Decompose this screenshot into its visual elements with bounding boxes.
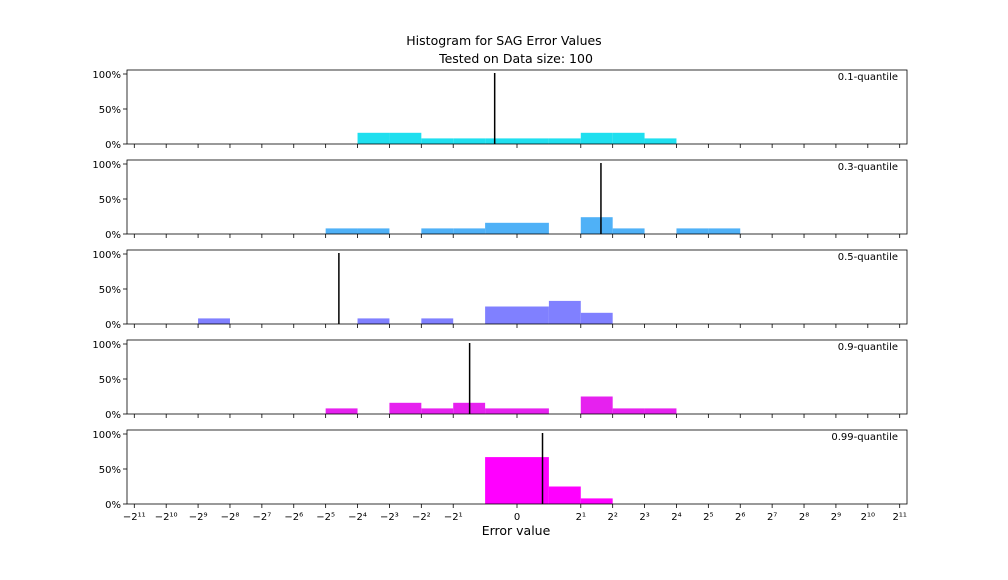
panel-2: 0% 50% 100% 0.3-quantile (92, 159, 908, 241)
histogram-bar (198, 318, 230, 324)
histogram-bar (612, 408, 645, 414)
y-tick-label: 0% (105, 500, 121, 511)
y-tick-label: 0% (105, 140, 121, 151)
histogram-bar (389, 402, 422, 414)
histogram-bar (325, 408, 358, 414)
histogram-bar (389, 132, 422, 144)
y-tick-label: 100% (92, 250, 121, 261)
chart-subtitle: Tested on Data size: 100 (438, 51, 593, 66)
histogram-bar (357, 132, 390, 144)
panel-3: 0% 50% 100% 0.5-quantile (92, 249, 908, 331)
histogram-bar (453, 138, 486, 144)
histogram-bar (485, 222, 517, 234)
y-tick-label: 50% (99, 285, 121, 296)
panel-1: 0% 50% 100% 0.1-quantile (92, 69, 908, 151)
histogram-bar (421, 138, 454, 144)
histogram-bar (612, 132, 645, 144)
histogram-bar (644, 408, 677, 414)
x-tick-label: 2⁷ (767, 512, 777, 523)
y-tick-label: 100% (92, 70, 121, 81)
x-tick-label: −2⁹ (189, 512, 208, 523)
panel-frame (126, 339, 908, 415)
histogram-bar (421, 318, 454, 324)
histogram-bar (325, 228, 358, 234)
y-tick-label: 0% (105, 410, 121, 421)
y-tick-label: 50% (99, 465, 121, 476)
x-tick-label: 2⁴ (671, 512, 681, 523)
x-tick-label: −2³ (380, 512, 399, 523)
histogram-bar (485, 306, 517, 324)
panel-5: 0% 50% 100% 0.99-quantile −2¹¹ −2¹⁰ −2⁹ −2⁸ −2⁷ −… (92, 429, 908, 523)
histogram-bar (485, 457, 517, 504)
chart-title: Histogram for SAG Error Values (406, 33, 601, 48)
histogram-bar (644, 138, 677, 144)
y-tick-label: 0% (105, 320, 121, 331)
x-tick-label: −2² (412, 512, 431, 523)
x-tick-label: −2¹⁰ (155, 512, 178, 523)
x-tick-label: −2¹¹ (123, 512, 146, 523)
x-tick-label: −2⁴ (348, 512, 367, 523)
histogram-bar (580, 217, 613, 234)
x-tick-label: −2⁶ (284, 512, 303, 523)
series-label: 0.99-quantile (831, 432, 898, 443)
histogram-bar (517, 457, 549, 504)
panel-4: 0% 50% 100% 0.9-quantile (92, 339, 908, 421)
y-tick-label: 0% (105, 230, 121, 241)
histogram-bar (453, 228, 486, 234)
histogram-bar (517, 138, 549, 144)
histogram-bar (485, 138, 517, 144)
histogram-bar (708, 228, 741, 234)
histogram-bar (421, 228, 454, 234)
x-tick-label: 2¹ (576, 512, 586, 523)
y-tick-label: 50% (99, 375, 121, 386)
series-label: 0.3-quantile (838, 162, 898, 173)
histogram-bar (357, 318, 390, 324)
histogram-bar (421, 408, 454, 414)
histogram-bar (548, 138, 581, 144)
panels-group: 0% 50% 100% 0.1-quantile 0% 50% 100% 0.3-quanti… (92, 69, 908, 523)
histogram-bar (580, 498, 613, 504)
x-tick-label: 2¹¹ (893, 512, 907, 523)
histogram-bar (548, 486, 581, 504)
histogram-bar (517, 306, 549, 324)
series-label: 0.9-quantile (838, 342, 898, 353)
x-tick-label: 2¹⁰ (861, 512, 875, 523)
x-tick-label: 2⁶ (735, 512, 745, 523)
histogram-bar (676, 228, 709, 234)
y-tick-label: 50% (99, 195, 121, 206)
x-tick-label: 0 (514, 512, 520, 523)
histogram-bar (548, 300, 581, 324)
histogram-bar (517, 408, 549, 414)
x-tick-label: −2¹ (444, 512, 463, 523)
x-tick-label: −2⁸ (221, 512, 240, 523)
x-axis-label: Error value (482, 523, 551, 538)
y-tick-label: 50% (99, 105, 121, 116)
x-tick-label: 2⁵ (703, 512, 713, 523)
y-tick-label: 100% (92, 340, 121, 351)
panel-frame (126, 69, 908, 145)
x-tick-label: −2⁵ (316, 512, 335, 523)
x-tick-label: 2² (607, 512, 617, 523)
histogram-bar (580, 396, 613, 414)
histogram-bar (517, 222, 549, 234)
histogram-bar (580, 312, 613, 324)
series-label: 0.1-quantile (838, 72, 898, 83)
histogram-bar (580, 132, 613, 144)
x-tick-label: 2⁸ (799, 512, 809, 523)
x-tick-label: 2³ (639, 512, 649, 523)
y-tick-label: 100% (92, 430, 121, 441)
x-tick-label: −2⁷ (252, 512, 271, 523)
histogram-bar (612, 228, 645, 234)
histogram-bar (485, 408, 517, 414)
y-tick-label: 100% (92, 160, 121, 171)
series-label: 0.5-quantile (838, 252, 898, 263)
x-tick-label: 2⁹ (831, 512, 841, 523)
histogram-bar (357, 228, 390, 234)
